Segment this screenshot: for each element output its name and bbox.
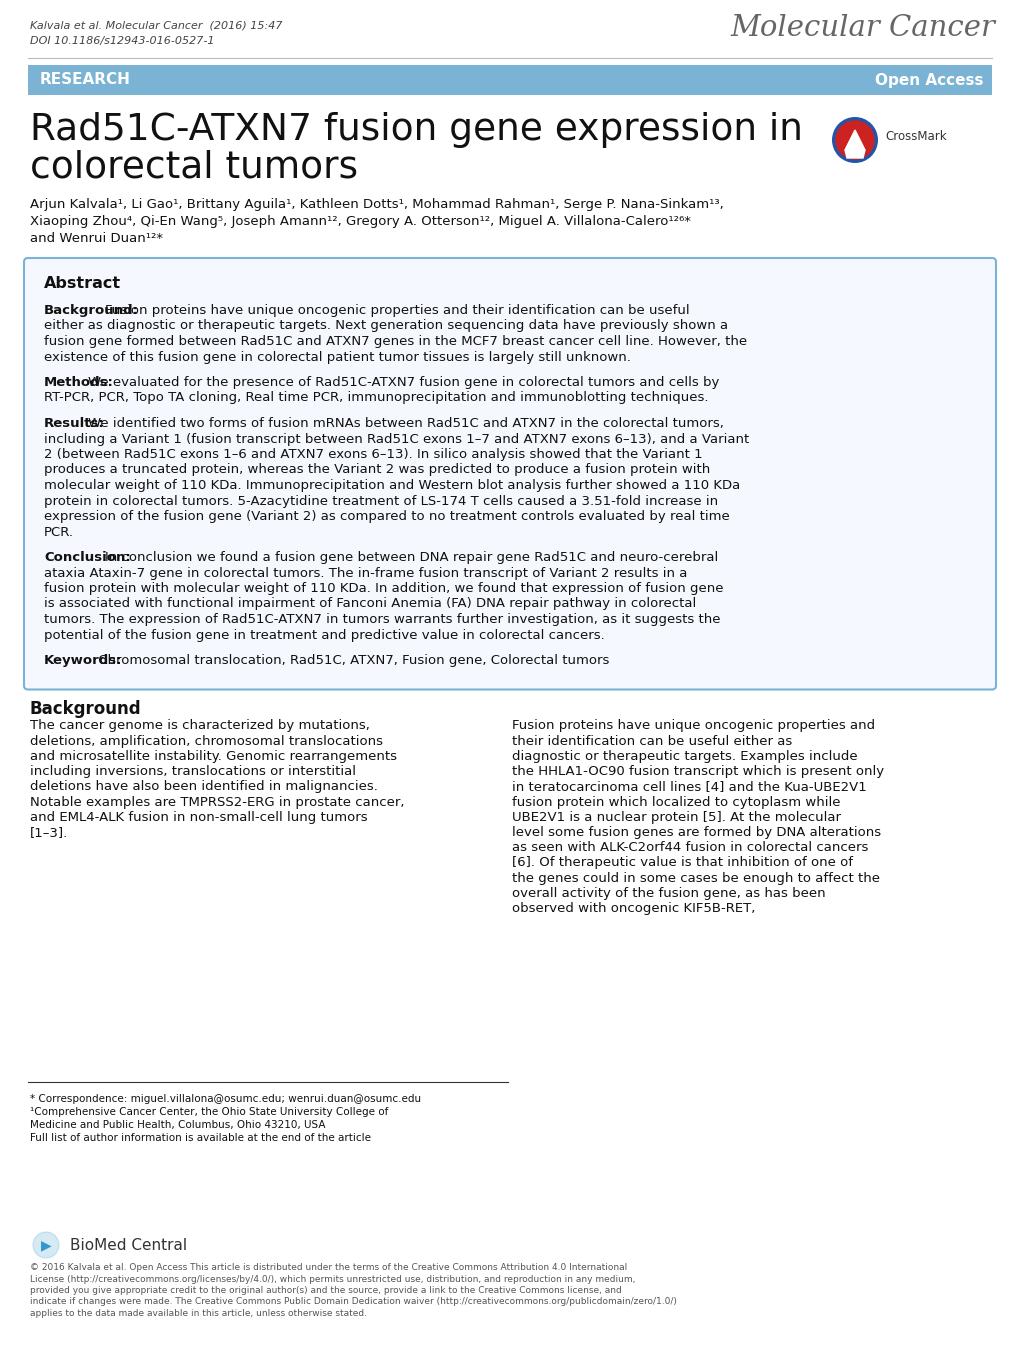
Text: in teratocarcinoma cell lines [4] and the Kua-UBE2V1: in teratocarcinoma cell lines [4] and th…	[512, 780, 866, 793]
Text: fusion gene formed between Rad51C and ATXN7 genes in the MCF7 breast cancer cell: fusion gene formed between Rad51C and AT…	[44, 335, 746, 348]
Text: RESEARCH: RESEARCH	[40, 73, 130, 88]
Text: Fusion proteins have unique oncogenic properties and: Fusion proteins have unique oncogenic pr…	[512, 720, 874, 733]
Text: overall activity of the fusion gene, as has been: overall activity of the fusion gene, as …	[512, 886, 824, 900]
Text: ataxia Ataxin-7 gene in colorectal tumors. The in-frame fusion transcript of Var: ataxia Ataxin-7 gene in colorectal tumor…	[44, 566, 687, 580]
Text: existence of this fusion gene in colorectal patient tumor tissues is largely sti: existence of this fusion gene in colorec…	[44, 351, 631, 363]
Text: colorectal tumors: colorectal tumors	[30, 150, 358, 186]
Polygon shape	[844, 130, 864, 150]
Text: the genes could in some cases be enough to affect the: the genes could in some cases be enough …	[512, 871, 879, 885]
Text: is associated with functional impairment of Fanconi Anemia (FA) DNA repair pathw: is associated with functional impairment…	[44, 598, 696, 611]
Text: Kalvala et al. Molecular Cancer  (2016) 15:47: Kalvala et al. Molecular Cancer (2016) 1…	[30, 20, 282, 30]
Text: Results:: Results:	[44, 417, 105, 430]
Text: protein in colorectal tumors. 5-Azacytidine treatment of LS-174 T cells caused a: protein in colorectal tumors. 5-Azacytid…	[44, 495, 717, 508]
Text: provided you give appropriate credit to the original author(s) and the source, p: provided you give appropriate credit to …	[30, 1286, 622, 1295]
Text: Xiaoping Zhou⁴, Qi-En Wang⁵, Joseph Amann¹², Gregory A. Otterson¹², Miguel A. Vi: Xiaoping Zhou⁴, Qi-En Wang⁵, Joseph Aman…	[30, 215, 690, 228]
Text: deletions have also been identified in malignancies.: deletions have also been identified in m…	[30, 780, 377, 793]
Text: Abstract: Abstract	[44, 276, 121, 291]
Text: produces a truncated protein, whereas the Variant 2 was predicted to produce a f: produces a truncated protein, whereas th…	[44, 463, 709, 477]
Text: © 2016 Kalvala et al. Open Access This article is distributed under the terms of: © 2016 Kalvala et al. Open Access This a…	[30, 1263, 627, 1272]
Circle shape	[30, 1229, 62, 1262]
Text: License (http://creativecommons.org/licenses/by/4.0/), which permits unrestricte: License (http://creativecommons.org/lice…	[30, 1275, 635, 1283]
Text: 2 (between Rad51C exons 1–6 and ATXN7 exons 6–13). In silico analysis showed tha: 2 (between Rad51C exons 1–6 and ATXN7 ex…	[44, 449, 702, 461]
Text: deletions, amplification, chromosomal translocations: deletions, amplification, chromosomal tr…	[30, 734, 382, 748]
Text: molecular weight of 110 KDa. Immunoprecipitation and Western blot analysis furth: molecular weight of 110 KDa. Immunopreci…	[44, 480, 740, 492]
Text: and EML4-ALK fusion in non-small-cell lung tumors: and EML4-ALK fusion in non-small-cell lu…	[30, 810, 367, 824]
Text: UBE2V1 is a nuclear protein [5]. At the molecular: UBE2V1 is a nuclear protein [5]. At the …	[512, 810, 841, 824]
Text: and microsatellite instability. Genomic rearrangements: and microsatellite instability. Genomic …	[30, 749, 396, 763]
Text: fusion protein with molecular weight of 110 KDa. In addition, we found that expr: fusion protein with molecular weight of …	[44, 583, 722, 595]
Text: Background:: Background:	[44, 304, 139, 317]
Text: We identified two forms of fusion mRNAs between Rad51C and ATXN7 in the colorect: We identified two forms of fusion mRNAs …	[88, 417, 723, 430]
Text: ▶: ▶	[41, 1238, 51, 1252]
Text: Methods:: Methods:	[44, 375, 114, 389]
Text: Fusion proteins have unique oncogenic properties and their identification can be: Fusion proteins have unique oncogenic pr…	[105, 304, 689, 317]
Text: Open Access: Open Access	[874, 73, 983, 88]
Polygon shape	[844, 150, 864, 159]
Circle shape	[836, 121, 873, 159]
Text: Conclusion:: Conclusion:	[44, 551, 130, 564]
Text: PCR.: PCR.	[44, 526, 74, 538]
Text: and Wenrui Duan¹²*: and Wenrui Duan¹²*	[30, 232, 163, 245]
Text: In conclusion we found a fusion gene between DNA repair gene Rad51C and neuro-ce: In conclusion we found a fusion gene bet…	[105, 551, 717, 564]
Text: potential of the fusion gene in treatment and predictive value in colorectal can: potential of the fusion gene in treatmen…	[44, 629, 604, 641]
Text: Molecular Cancer: Molecular Cancer	[730, 14, 994, 42]
Text: their identification can be useful either as: their identification can be useful eithe…	[512, 734, 792, 748]
Text: ¹Comprehensive Cancer Center, the Ohio State University College of: ¹Comprehensive Cancer Center, the Ohio S…	[30, 1107, 388, 1117]
Text: DOI 10.1186/s12943-016-0527-1: DOI 10.1186/s12943-016-0527-1	[30, 37, 214, 46]
Text: Medicine and Public Health, Columbus, Ohio 43210, USA: Medicine and Public Health, Columbus, Oh…	[30, 1121, 325, 1130]
Text: Arjun Kalvala¹, Li Gao¹, Brittany Aguila¹, Kathleen Dotts¹, Mohammad Rahman¹, Se: Arjun Kalvala¹, Li Gao¹, Brittany Aguila…	[30, 198, 723, 211]
Text: We evaluated for the presence of Rad51C-ATXN7 fusion gene in colorectal tumors a: We evaluated for the presence of Rad51C-…	[88, 375, 718, 389]
Text: Chromosomal translocation, Rad51C, ATXN7, Fusion gene, Colorectal tumors: Chromosomal translocation, Rad51C, ATXN7…	[94, 654, 608, 667]
FancyBboxPatch shape	[28, 65, 991, 95]
Text: Background: Background	[30, 699, 142, 718]
Text: Keywords:: Keywords:	[44, 654, 122, 667]
Text: as seen with ALK-C2orf44 fusion in colorectal cancers: as seen with ALK-C2orf44 fusion in color…	[512, 841, 867, 854]
Circle shape	[33, 1232, 59, 1257]
Circle shape	[832, 117, 877, 163]
Text: Full list of author information is available at the end of the article: Full list of author information is avail…	[30, 1133, 371, 1144]
Text: either as diagnostic or therapeutic targets. Next generation sequencing data hav: either as diagnostic or therapeutic targ…	[44, 320, 728, 332]
Text: observed with oncogenic KIF5B-RET,: observed with oncogenic KIF5B-RET,	[512, 902, 755, 915]
Text: applies to the data made available in this article, unless otherwise stated.: applies to the data made available in th…	[30, 1309, 367, 1318]
Text: Rad51C-ATXN7 fusion gene expression in: Rad51C-ATXN7 fusion gene expression in	[30, 112, 802, 148]
Text: Notable examples are TMPRSS2-ERG in prostate cancer,: Notable examples are TMPRSS2-ERG in pros…	[30, 795, 405, 809]
Text: * Correspondence: miguel.villalona@osumc.edu; wenrui.duan@osumc.edu: * Correspondence: miguel.villalona@osumc…	[30, 1093, 421, 1104]
Text: indicate if changes were made. The Creative Commons Public Domain Dedication wai: indicate if changes were made. The Creat…	[30, 1298, 677, 1306]
Text: including inversions, translocations or interstitial: including inversions, translocations or …	[30, 766, 356, 778]
Text: expression of the fusion gene (Variant 2) as compared to no treatment controls e: expression of the fusion gene (Variant 2…	[44, 509, 729, 523]
Text: BioMed Central: BioMed Central	[70, 1237, 186, 1252]
Text: [6]. Of therapeutic value is that inhibition of one of: [6]. Of therapeutic value is that inhibi…	[512, 856, 852, 870]
Text: CrossMark: CrossMark	[884, 130, 946, 144]
Text: the HHLA1-OC90 fusion transcript which is present only: the HHLA1-OC90 fusion transcript which i…	[512, 766, 883, 778]
Text: [1–3].: [1–3].	[30, 827, 68, 839]
FancyBboxPatch shape	[24, 257, 995, 690]
Text: RT-PCR, PCR, Topo TA cloning, Real time PCR, immunoprecipitation and immunoblott: RT-PCR, PCR, Topo TA cloning, Real time …	[44, 392, 708, 405]
Text: The cancer genome is characterized by mutations,: The cancer genome is characterized by mu…	[30, 720, 370, 733]
Text: tumors. The expression of Rad51C-ATXN7 in tumors warrants further investigation,: tumors. The expression of Rad51C-ATXN7 i…	[44, 612, 719, 626]
Text: level some fusion genes are formed by DNA alterations: level some fusion genes are formed by DN…	[512, 827, 880, 839]
Text: diagnostic or therapeutic targets. Examples include: diagnostic or therapeutic targets. Examp…	[512, 749, 857, 763]
Text: including a Variant 1 (fusion transcript between Rad51C exons 1–7 and ATXN7 exon: including a Variant 1 (fusion transcript…	[44, 432, 749, 446]
Text: fusion protein which localized to cytoplasm while: fusion protein which localized to cytopl…	[512, 795, 840, 809]
